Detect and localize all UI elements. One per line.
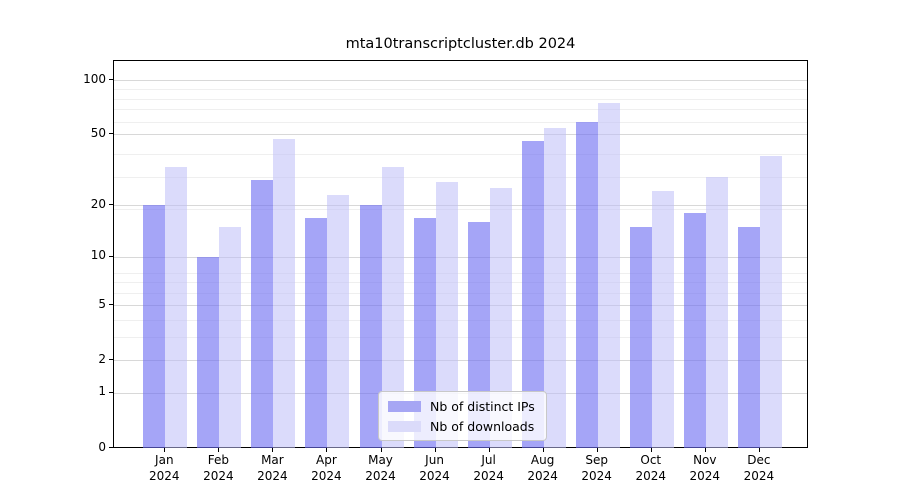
major-gridline [114,305,807,307]
bar-distinct-ips [143,205,166,448]
x-tick-mark [380,448,382,452]
bar-distinct-ips [683,213,706,448]
y-tick-label: 5 [98,296,106,311]
major-gridline [114,256,807,258]
x-tick-label: Jul 2024 [473,453,504,483]
minor-gridline [114,292,807,294]
x-tick-label: Feb 2024 [203,453,234,483]
bar-distinct-ips [629,226,652,448]
y-tick-label: 50 [90,125,106,140]
y-tick-mark [109,79,113,80]
bar-distinct-ips [197,256,220,448]
x-tick-mark [596,448,598,452]
major-gridline [114,360,807,362]
legend-label-downloads: Nb of downloads [430,418,535,434]
legend-swatch-downloads [388,420,421,432]
y-tick-mark [109,304,113,306]
minor-gridline [114,176,807,178]
x-tick-label: Jun 2024 [419,453,450,483]
bar-downloads [273,139,296,448]
minor-gridline [114,337,807,339]
x-tick-label: Sep 2024 [581,453,612,483]
minor-gridline [114,282,807,284]
y-tick-label: 2 [98,351,106,366]
bar-downloads [651,191,674,448]
x-tick-mark [488,448,490,452]
y-tick-mark [109,447,113,448]
bar-downloads [381,166,404,448]
bar-downloads [489,188,512,448]
x-tick-mark [758,448,760,452]
x-tick-label: Jan 2024 [149,453,180,483]
x-tick-label: Apr 2024 [311,453,342,483]
x-tick-mark [434,448,436,452]
x-tick-label: Nov 2024 [689,453,721,483]
legend: Nb of distinct IPs Nb of downloads [378,391,547,441]
bar-downloads [435,182,458,448]
x-tick-label: Aug 2024 [527,453,558,483]
bar-downloads [597,102,620,448]
y-tick-mark [109,255,113,257]
bar-distinct-ips [359,205,382,448]
legend-label-distinct-ips: Nb of distinct IPs [430,398,535,414]
minor-gridline [114,89,807,91]
major-gridline [114,205,807,207]
y-tick-mark [109,359,113,361]
bar-downloads [165,166,188,448]
x-tick-mark [650,448,652,452]
y-tick-mark [109,391,113,393]
y-tick-label: 10 [90,248,106,263]
legend-swatch-distinct-ips [388,400,421,412]
chart-title: mta10transcriptcluster.db 2024 [345,36,576,52]
minor-gridline [114,109,807,111]
x-tick-label: Mar 2024 [257,453,288,483]
y-tick-mark [109,204,113,206]
bar-downloads [759,155,782,448]
x-tick-label: Oct 2024 [635,453,667,483]
y-tick-label: 20 [90,196,106,211]
major-gridline [114,80,807,81]
x-tick-mark [704,448,706,452]
x-tick-mark [164,448,166,452]
bar-downloads [705,176,728,448]
x-tick-label: May 2024 [365,453,396,483]
minor-gridline [114,98,807,100]
x-tick-mark [326,448,328,452]
minor-gridline [114,209,807,211]
bar-downloads [327,194,350,448]
y-tick-label: 1 [98,384,106,399]
minor-gridline [114,121,807,123]
legend-row-distinct-ips: Nb of distinct IPs [388,398,535,414]
x-tick-mark [542,448,544,452]
y-tick-mark [109,133,113,135]
bar-distinct-ips [575,121,598,448]
y-tick-label: 0 [98,439,106,454]
bar-downloads [219,226,242,448]
bar-distinct-ips [413,217,436,448]
x-tick-label: Dec 2024 [743,453,775,483]
bar-distinct-ips [521,141,544,448]
minor-gridline [114,319,807,321]
major-gridline [114,134,807,136]
minor-gridline [114,272,807,274]
y-tick-label: 100 [83,71,106,86]
bar-downloads [543,128,566,448]
plot-area [113,60,808,448]
bar-distinct-ips [251,179,274,448]
bar-distinct-ips [737,226,760,448]
bar-distinct-ips [305,217,328,448]
minor-gridline [114,153,807,155]
x-tick-mark [272,448,274,452]
x-tick-mark [218,448,220,452]
legend-row-downloads: Nb of downloads [388,418,535,434]
